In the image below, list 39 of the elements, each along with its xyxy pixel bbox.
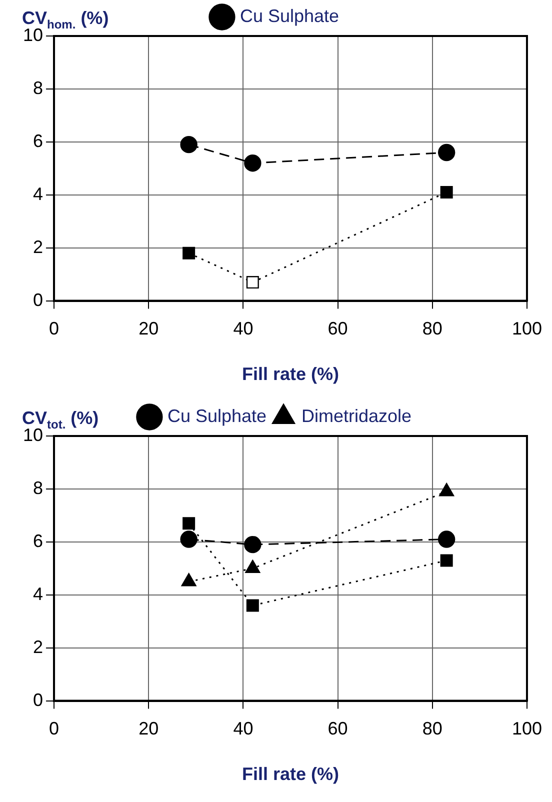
- x-axis-title: Fill rate (%): [242, 764, 340, 784]
- y-tick-label: 4: [33, 184, 44, 204]
- y-tick-label: 2: [33, 636, 44, 657]
- point: [246, 599, 259, 612]
- legend-label: Cu Sulphate: [167, 406, 267, 426]
- point: [180, 136, 198, 154]
- y-tick-label: 4: [33, 584, 44, 604]
- point: [244, 536, 262, 554]
- point: [440, 186, 453, 198]
- point: [244, 154, 262, 172]
- x-tick-label: 40: [233, 718, 254, 739]
- x-tick-label: 0: [49, 318, 60, 339]
- x-tick-label: 0: [49, 718, 60, 739]
- x-axis-title: Fill rate (%): [242, 364, 340, 384]
- point: [438, 530, 456, 548]
- point: [438, 144, 456, 162]
- y-tick-label: 2: [33, 236, 44, 257]
- point: [182, 246, 196, 260]
- y-tick-label: 8: [33, 78, 44, 98]
- x-tick-label: 20: [138, 718, 159, 739]
- x-tick-label: 80: [422, 718, 442, 739]
- x-tick-label: 100: [512, 318, 542, 339]
- y-tick-label: 0: [33, 690, 44, 710]
- x-tick-label: 100: [512, 718, 542, 739]
- legend-label: Dimetridazole: [302, 406, 412, 426]
- x-tick-label: 60: [328, 318, 348, 339]
- y-tick-label: 0: [33, 290, 44, 310]
- x-tick-label: 60: [328, 718, 348, 739]
- y-tick-label: 6: [33, 130, 44, 151]
- point: [440, 554, 453, 567]
- point: [182, 517, 196, 530]
- y-tick-label: 6: [33, 530, 44, 551]
- legend-label: Cu Sulphate: [240, 6, 340, 26]
- x-tick-label: 40: [233, 318, 254, 339]
- y-tick-label: 8: [33, 478, 44, 498]
- x-tick-label: 20: [138, 318, 159, 339]
- point: [180, 530, 198, 548]
- x-tick-label: 80: [422, 318, 442, 339]
- point: [246, 276, 259, 289]
